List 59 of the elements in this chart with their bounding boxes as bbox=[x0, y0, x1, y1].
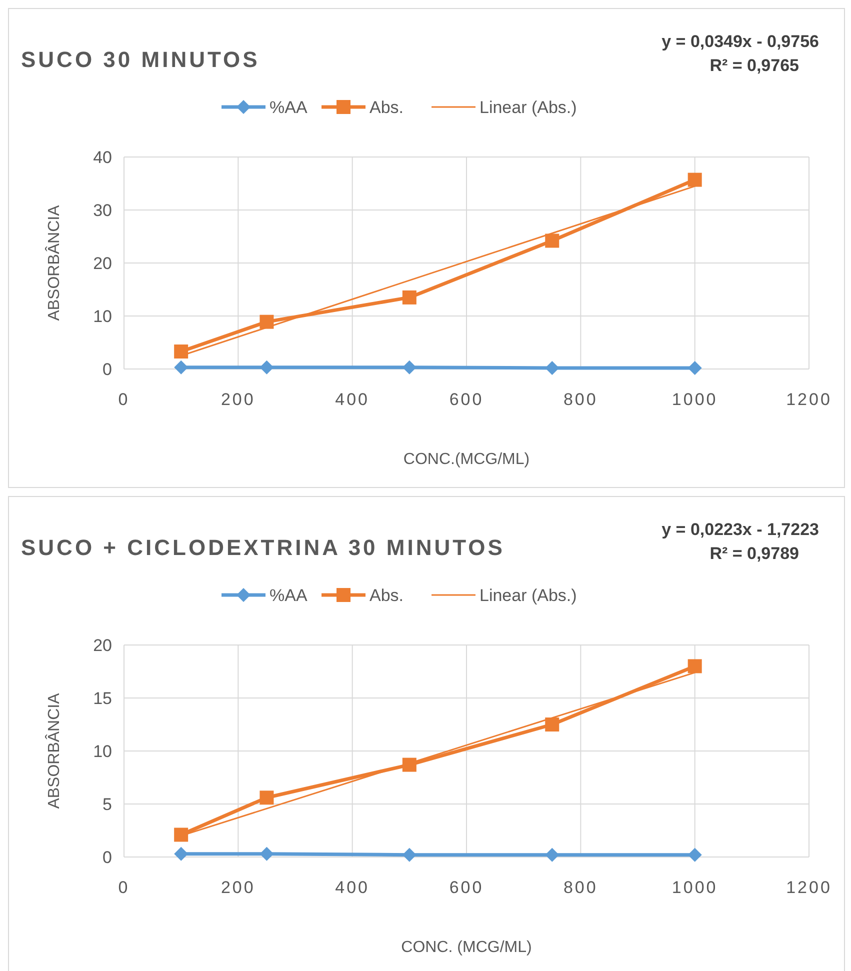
x-tick-label: 200 bbox=[220, 878, 256, 897]
y-tick-label: 20 bbox=[93, 636, 112, 655]
y-tick-label: 15 bbox=[93, 689, 112, 708]
x-tick-label: 800 bbox=[563, 878, 598, 897]
x-tick-label: 600 bbox=[449, 878, 484, 897]
x-tick-label: 400 bbox=[335, 390, 370, 409]
point bbox=[402, 848, 416, 862]
point bbox=[174, 360, 188, 374]
point bbox=[260, 790, 274, 805]
point bbox=[402, 360, 416, 374]
y-tick-label: 10 bbox=[93, 742, 112, 761]
chart-title: SUCO 30 MINUTOS bbox=[21, 47, 260, 72]
point bbox=[545, 234, 560, 248]
x-tick-label: 0 bbox=[118, 878, 130, 897]
y-axis-title: ABSORBÂNCIA bbox=[45, 692, 63, 809]
x-tick-label: 200 bbox=[220, 390, 256, 409]
x-tick-label: 1200 bbox=[786, 390, 832, 409]
y-tick-label: 5 bbox=[102, 795, 112, 814]
point bbox=[260, 846, 274, 861]
x-tick-label: 1200 bbox=[786, 878, 832, 897]
text: R² = 0,9789 bbox=[710, 544, 799, 563]
x-axis-title: CONC. (MCG/ML) bbox=[401, 939, 532, 956]
y-tick-label: 0 bbox=[102, 360, 112, 379]
point bbox=[688, 360, 702, 375]
y-tick-label: 0 bbox=[102, 848, 112, 867]
point bbox=[688, 848, 702, 862]
point bbox=[545, 718, 560, 732]
y-tick-label: 30 bbox=[93, 201, 112, 220]
y-tick-label: 10 bbox=[93, 307, 112, 326]
x-tick-label: 1000 bbox=[672, 390, 718, 409]
point bbox=[402, 290, 416, 304]
legend-label: %AA bbox=[270, 98, 308, 117]
x-tick-label: 1000 bbox=[672, 878, 718, 897]
legend-label: %AA bbox=[270, 586, 308, 605]
point bbox=[174, 828, 188, 842]
x-tick-label: 400 bbox=[335, 878, 370, 897]
text: R² = 0,9765 bbox=[710, 56, 799, 75]
y-tick-label: 20 bbox=[93, 254, 112, 273]
text: y = 0,0223x - 1,7223 bbox=[662, 520, 819, 539]
y-axis-title: ABSORBÂNCIA bbox=[45, 204, 63, 321]
legend-label: Abs. bbox=[370, 98, 404, 117]
legend-label: Linear (Abs.) bbox=[480, 98, 577, 117]
x-axis-title: CONC.(MCG/ML) bbox=[403, 451, 530, 468]
point bbox=[688, 659, 702, 674]
legend-label: Abs. bbox=[370, 586, 404, 605]
point bbox=[688, 172, 702, 187]
text: y = 0,0349x - 0,9756 bbox=[662, 32, 819, 51]
point bbox=[545, 360, 560, 375]
x-tick-label: 0 bbox=[118, 390, 130, 409]
point bbox=[545, 848, 560, 862]
point bbox=[260, 314, 274, 329]
legend-label: Linear (Abs.) bbox=[480, 586, 577, 605]
x-tick-label: 800 bbox=[563, 390, 598, 409]
chart-title: SUCO + CICLODEXTRINA 30 MINUTOS bbox=[21, 535, 505, 560]
x-tick-label: 600 bbox=[449, 390, 484, 409]
point bbox=[174, 846, 188, 861]
point bbox=[174, 344, 188, 359]
y-tick-label: 40 bbox=[93, 148, 112, 167]
point bbox=[260, 360, 274, 374]
